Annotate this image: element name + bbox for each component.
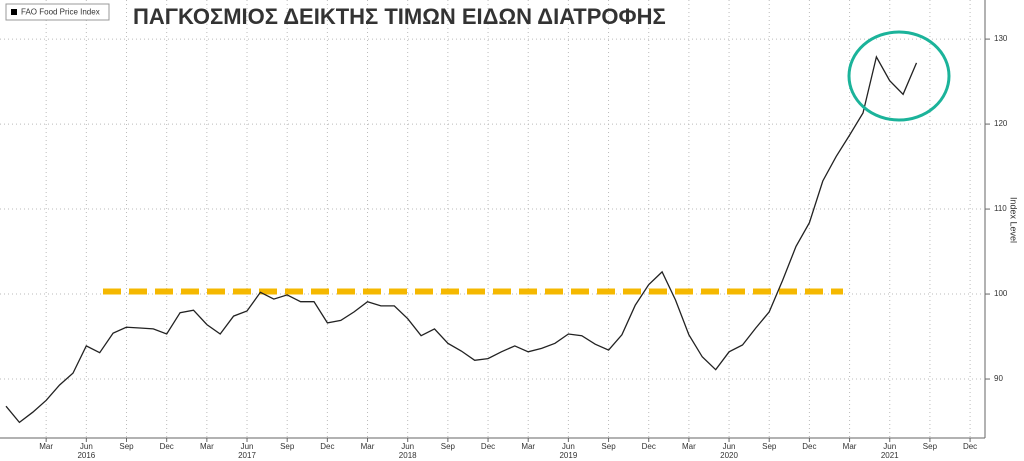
year-label: 2021 — [881, 451, 899, 460]
x-tick-label: Dec — [963, 442, 977, 451]
chart-title: ΠΑΓΚΟΣΜΙΟΣ ΔΕΙΚΤΗΣ ΤΙΜΩΝ ΕΙΔΩΝ ΔΙΑΤΡΟΦΗΣ — [133, 4, 666, 29]
y-tick-label: 120 — [994, 119, 1008, 128]
x-tick-label: Jun — [80, 442, 93, 451]
x-tick-label: Dec — [802, 442, 816, 451]
x-tick-label: Jun — [241, 442, 254, 451]
series-line — [5, 55, 918, 424]
x-tick-label: Sep — [601, 442, 616, 451]
x-tick-label: Dec — [320, 442, 334, 451]
x-tick-label: Dec — [481, 442, 495, 451]
legend: FAO Food Price Index — [5, 3, 110, 21]
year-label: 2016 — [77, 451, 95, 460]
legend-swatch — [11, 9, 17, 15]
x-tick-label: Mar — [361, 442, 375, 451]
x-tick-label: Sep — [923, 442, 938, 451]
year-label: 2018 — [399, 451, 417, 460]
x-tick-label: Dec — [642, 442, 656, 451]
y-axis-label: Index Level — [1009, 197, 1019, 243]
x-tick-label: Sep — [441, 442, 456, 451]
x-tick-label: Jun — [562, 442, 575, 451]
x-tick-label: Dec — [160, 442, 174, 451]
year-label: 2019 — [559, 451, 577, 460]
x-tick-label: Jun — [401, 442, 414, 451]
y-tick-label: 100 — [994, 289, 1008, 298]
y-tick-label: 110 — [994, 204, 1007, 213]
x-tick-label: Sep — [119, 442, 134, 451]
legend-box — [5, 3, 110, 21]
y-tick-label: 90 — [994, 374, 1003, 383]
x-tick-label: Sep — [762, 442, 777, 451]
x-tick-label: Mar — [200, 442, 214, 451]
year-label: 2020 — [720, 451, 738, 460]
x-tick-label: Mar — [39, 442, 53, 451]
x-tick-label: Mar — [682, 442, 696, 451]
legend-label: FAO Food Price Index — [21, 8, 100, 17]
x-tick-label: Sep — [280, 442, 295, 451]
y-tick-label: 130 — [994, 34, 1008, 43]
highlight-circle — [847, 30, 951, 122]
x-tick-label: Jun — [723, 442, 736, 451]
x-tick-label: Mar — [843, 442, 857, 451]
x-tick-label: Mar — [521, 442, 535, 451]
year-label: 2017 — [238, 451, 256, 460]
x-tick-label: Jun — [883, 442, 896, 451]
